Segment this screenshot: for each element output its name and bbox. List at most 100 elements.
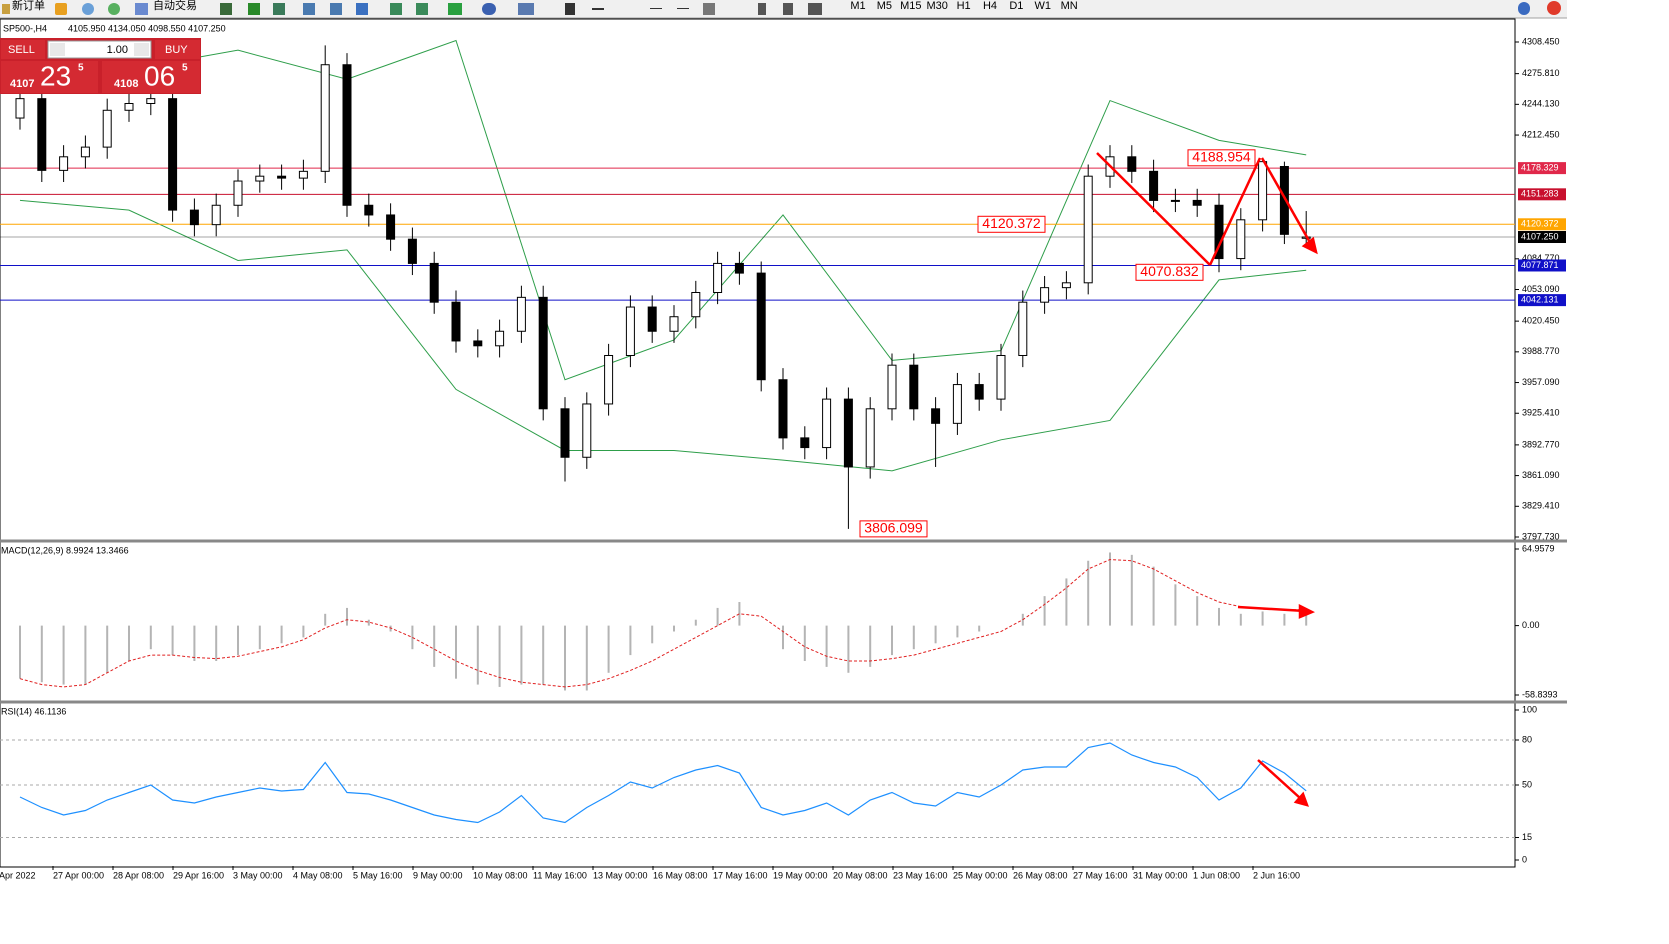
icon[interactable] xyxy=(808,3,822,15)
icon[interactable] xyxy=(1547,1,1561,15)
x-tick-label: 27 May 16:00 xyxy=(1073,870,1128,880)
x-tick-label: 11 May 16:00 xyxy=(533,870,587,880)
new-order[interactable]: 新订单 xyxy=(12,0,45,12)
buy-label[interactable]: BUY xyxy=(165,44,188,56)
y-tick-label: 50 xyxy=(1522,779,1532,789)
timeframe[interactable]: H1 xyxy=(957,0,971,12)
icon[interactable] xyxy=(1518,2,1530,15)
x-tick-label: 19 May 00:00 xyxy=(773,870,828,880)
macd-bar xyxy=(564,625,566,691)
buy-price[interactable] xyxy=(102,61,200,93)
icon[interactable] xyxy=(356,3,368,15)
icon[interactable] xyxy=(390,3,402,15)
icon[interactable] xyxy=(135,3,148,15)
icon[interactable] xyxy=(650,8,662,9)
sell-label[interactable]: SELL xyxy=(8,44,35,56)
icon[interactable] xyxy=(248,3,260,15)
timeframe[interactable]: MN xyxy=(1061,0,1078,12)
candle-body xyxy=(189,209,199,226)
auto-trading[interactable]: 自动交易 xyxy=(153,0,197,12)
x-tick-label: 29 Apr 16:00 xyxy=(173,870,224,880)
candle-body xyxy=(560,408,570,458)
lot-value[interactable]: 1.00 xyxy=(107,44,128,56)
icon[interactable] xyxy=(703,3,715,15)
candle-body xyxy=(80,146,90,158)
macd-bar xyxy=(542,625,545,685)
macd-bar xyxy=(1261,611,1264,626)
timeframe[interactable]: M5 xyxy=(877,0,892,12)
y-tick-label: 4053.090 xyxy=(1522,284,1560,294)
price-sup: 5 xyxy=(182,63,188,74)
icon[interactable] xyxy=(330,3,342,15)
macd-bar xyxy=(585,625,588,691)
y-tick-label: 64.9579 xyxy=(1522,543,1555,553)
level-label: 4178.329 xyxy=(1521,162,1559,172)
macd-bar xyxy=(1283,613,1286,626)
sell-price[interactable] xyxy=(1,61,98,93)
icon[interactable] xyxy=(82,3,94,15)
macd-bar xyxy=(891,625,893,656)
icon[interactable] xyxy=(482,3,496,15)
sell-button[interactable] xyxy=(1,40,45,59)
annotation-box xyxy=(1135,263,1204,281)
icon[interactable] xyxy=(677,8,689,9)
timeframe[interactable]: M30 xyxy=(926,0,947,12)
lot-down[interactable] xyxy=(50,43,65,56)
bollinger-band xyxy=(19,199,1307,472)
macd-bar xyxy=(520,625,523,685)
lot-input[interactable] xyxy=(47,40,152,59)
icon[interactable] xyxy=(2,4,10,14)
icon[interactable] xyxy=(303,3,315,15)
icon[interactable] xyxy=(783,3,793,15)
timeframe[interactable]: D1 xyxy=(1009,0,1023,12)
icon[interactable] xyxy=(273,3,285,15)
macd-bar xyxy=(912,625,915,650)
price-big: 06 xyxy=(144,60,175,91)
icon[interactable] xyxy=(518,3,534,15)
candle-body xyxy=(1258,161,1268,221)
panel-title: RSI(14) 46.1136 xyxy=(1,706,66,716)
x-tick-label: 1 Jun 08:00 xyxy=(1193,870,1240,880)
timeframe[interactable]: M15 xyxy=(900,0,921,12)
candle-body xyxy=(298,170,308,179)
macd-bar xyxy=(215,625,218,661)
macd-bar xyxy=(1218,607,1220,626)
timeframe[interactable]: H4 xyxy=(983,0,997,12)
level-label: 4107.250 xyxy=(1521,231,1559,241)
macd-bar xyxy=(346,607,348,626)
macd-bar xyxy=(149,625,152,650)
annotations xyxy=(1096,152,1318,807)
buy-button[interactable] xyxy=(155,40,200,59)
lot-up[interactable] xyxy=(134,43,149,56)
icon[interactable] xyxy=(416,3,428,15)
candle-body xyxy=(669,316,679,332)
candle-body xyxy=(1170,199,1180,202)
x-tick-label: 31 May 00:00 xyxy=(1133,870,1188,880)
macd-bar xyxy=(651,625,654,644)
macd-bar xyxy=(694,619,697,626)
macd-bar xyxy=(498,625,501,687)
candle-body xyxy=(124,102,134,111)
y-tick-label: 0 xyxy=(1522,854,1527,864)
icon[interactable] xyxy=(220,3,232,15)
candle-body xyxy=(713,262,723,293)
level-tag xyxy=(1518,188,1566,201)
icon[interactable] xyxy=(448,3,462,15)
candle-body xyxy=(734,262,744,274)
macd-bar xyxy=(607,625,610,673)
price-panel xyxy=(0,39,1515,529)
icon[interactable] xyxy=(55,3,67,15)
candle-body xyxy=(1236,219,1246,260)
macd-bar xyxy=(1043,596,1046,626)
x-tick-label: 17 May 16:00 xyxy=(713,870,768,880)
x-tick-label: 2 Jun 16:00 xyxy=(1253,870,1300,880)
x-tick-label: 20 May 08:00 xyxy=(833,870,888,880)
icon[interactable] xyxy=(592,8,604,10)
icon[interactable] xyxy=(565,3,575,15)
timeframe[interactable]: M1 xyxy=(850,0,865,12)
icon[interactable] xyxy=(758,3,766,15)
icon[interactable] xyxy=(108,3,120,15)
timeframe[interactable]: W1 xyxy=(1035,0,1052,12)
x-tick-label: 5 May 16:00 xyxy=(353,870,403,880)
level-label: 4120.372 xyxy=(1521,219,1559,229)
